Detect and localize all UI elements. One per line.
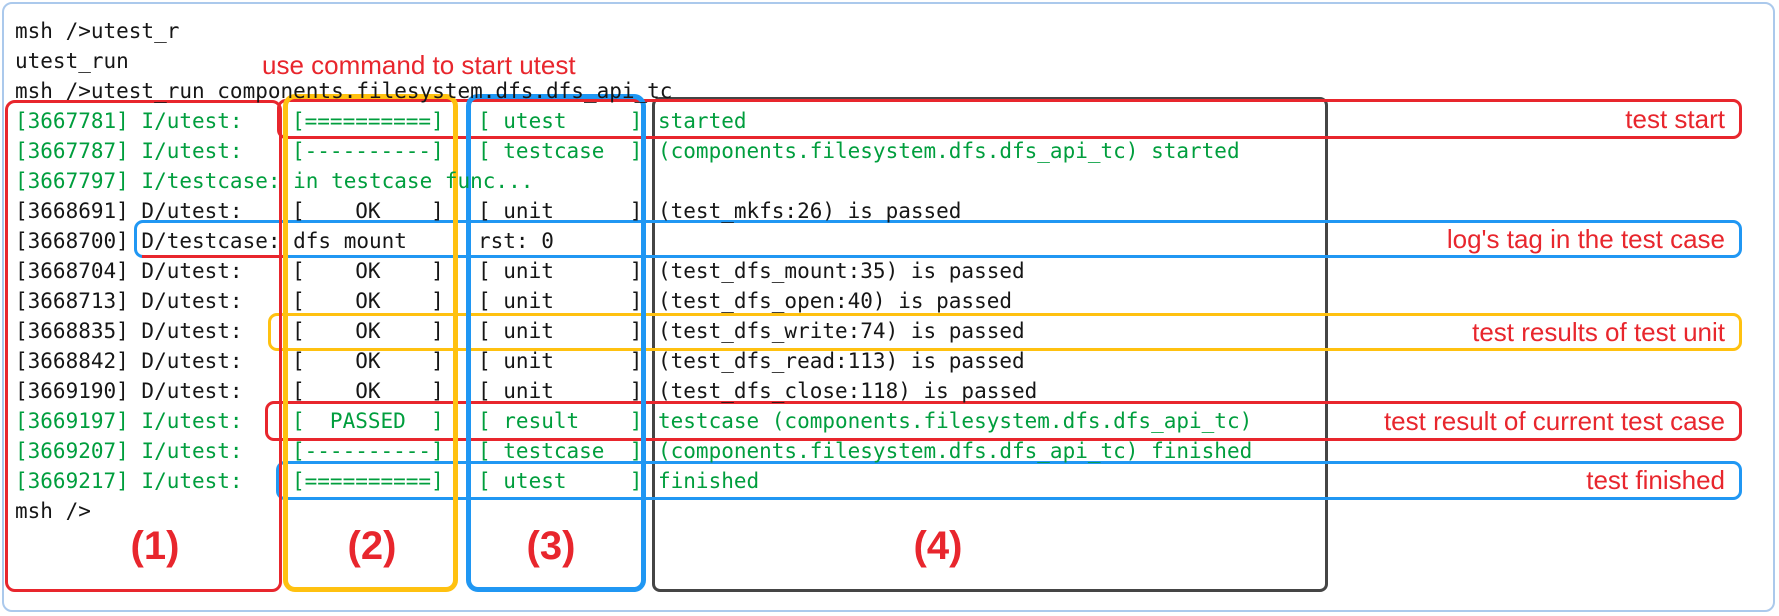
terminal-text-segment: [ utest ]: [478, 109, 643, 133]
annotation-label-test-start: test start: [1625, 103, 1725, 134]
terminal-text-segment: utest_run: [15, 49, 129, 73]
terminal-line: [3669197] I/utest: [ PASSED ] [ result ] te…: [0, 406, 1779, 436]
annotation-note-start-command: use command to start utest: [262, 50, 576, 80]
column-box-timestamp-tag: [5, 100, 282, 592]
terminal-line: [3667781] I/utest: [==========] [ utest ] s…: [0, 106, 1779, 136]
terminal-text-segment: [3667797] I/testcase: in testcase func..…: [15, 169, 534, 193]
annotation-box-log-tag: log's tag in the test case: [134, 220, 1742, 258]
terminal-line: [3669217] I/utest: [==========] [ utest ] f…: [0, 466, 1779, 496]
terminal-text-segment: [3668835] D/utest:: [15, 319, 243, 343]
terminal-text-segment: [ unit ]: [478, 349, 643, 373]
terminal-line: [3668704] D/utest: [ OK ] [ unit ] (test_df…: [0, 256, 1779, 286]
terminal-text-segment: [ unit ]: [478, 199, 643, 223]
column-number-label-3: (3): [526, 524, 576, 568]
terminal-text-segment: finished: [658, 469, 760, 493]
terminal-text-segment: [3669197] I/utest:: [15, 409, 243, 433]
terminal-text-segment: [ OK ]: [292, 289, 444, 313]
column-number-label-2: (2): [347, 524, 397, 568]
terminal-text-segment: [ unit ]: [478, 289, 643, 313]
terminal-text-segment: [3668700] D/testcase: dfs mount: [15, 229, 407, 253]
terminal-text-segment: [3669207] I/utest:: [15, 439, 243, 463]
terminal-text-segment: [----------]: [292, 139, 444, 163]
column-box-status: [283, 94, 458, 592]
terminal-text-segment: [==========]: [292, 109, 444, 133]
terminal-text-segment: [3668713] D/utest:: [15, 289, 243, 313]
terminal-line: [3667797] I/testcase: in testcase func..…: [0, 166, 1779, 196]
terminal-line: [3668713] D/utest: [ OK ] [ unit ] (test_df…: [0, 286, 1779, 316]
terminal-text-segment: [ unit ]: [478, 379, 643, 403]
column-box-message: [652, 97, 1328, 592]
terminal-text-segment: [3668691] D/utest:: [15, 199, 243, 223]
annotation-box-test-start: test start: [277, 99, 1742, 139]
annotation-label-unit-results: test results of test unit: [1472, 316, 1725, 347]
terminal-text-segment: (test_dfs_open:40) is passed: [658, 289, 1013, 313]
terminal-line: utest_run: [0, 46, 1779, 76]
terminal-line: [3668835] D/utest: [ OK ] [ unit ] (test_df…: [0, 316, 1779, 346]
column-box-log-type: [466, 94, 646, 592]
terminal-text-segment: [3669217] I/utest:: [15, 469, 243, 493]
terminal-text-segment: (test_dfs_mount:35) is passed: [658, 259, 1025, 283]
terminal-text-segment: (components.filesystem.dfs.dfs_api_tc) s…: [658, 139, 1240, 163]
column-number-label-1: (1): [130, 524, 180, 568]
terminal-text-segment: [----------]: [292, 439, 444, 463]
annotation-box-unit-results: test results of test unit: [268, 313, 1742, 351]
terminal-text-segment: [ OK ]: [292, 199, 444, 223]
terminal-text-segment: [==========]: [292, 469, 444, 493]
terminal-text-segment: [ result ]: [478, 409, 643, 433]
terminal-text-segment: [ OK ]: [292, 319, 444, 343]
terminal-line: [3667787] I/utest: [----------] [ testcase…: [0, 136, 1779, 166]
terminal-line: [3668700] D/testcase: dfs mount rst: 0: [0, 226, 1779, 256]
annotation-label-test-finished: test finished: [1586, 465, 1725, 495]
terminal-line: msh />utest_run components.filesystem.df…: [0, 76, 1779, 106]
terminal-text-segment: [3667781] I/utest:: [15, 109, 243, 133]
terminal-line: [3668842] D/utest: [ OK ] [ unit ] (test_df…: [0, 346, 1779, 376]
terminal-text-segment: [ OK ]: [292, 379, 444, 403]
terminal-line: msh />: [0, 496, 1779, 526]
column-number-label-4: (4): [913, 524, 963, 568]
terminal-text-segment: [ testcase ]: [478, 139, 643, 163]
terminal-line: msh />utest_r: [0, 16, 1779, 46]
annotation-label-log-tag: log's tag in the test case: [1446, 223, 1725, 254]
terminal-text-segment: [ unit ]: [478, 319, 643, 343]
terminal-line: [3668691] D/utest: [ OK ] [ unit ] (test_mk…: [0, 196, 1779, 226]
terminal-text-segment: [3669190] D/utest:: [15, 379, 243, 403]
terminal-text-segment: [ utest ]: [478, 469, 643, 493]
terminal-text-segment: (test_dfs_write:74) is passed: [658, 319, 1025, 343]
terminal-text-segment: [ PASSED ]: [292, 409, 444, 433]
terminal-text-segment: [ unit ]: [478, 259, 643, 283]
terminal-text-segment: (test_mkfs:26) is passed: [658, 199, 962, 223]
terminal-text-segment: testcase (components.filesystem.dfs.dfs_…: [658, 409, 1253, 433]
annotation-box-test-finished: test finished: [276, 461, 1742, 500]
red-underline-testcase-tag: [142, 255, 283, 258]
terminal-text-segment: [ testcase ]: [478, 439, 643, 463]
terminal-text-segment: [ OK ]: [292, 259, 444, 283]
annotation-label-testcase-result: test result of current test case: [1383, 405, 1725, 436]
terminal-text-segment: [ OK ]: [292, 349, 444, 373]
annotation-box-testcase-result: test result of current test case: [265, 401, 1742, 441]
terminal-text-segment: [3667787] I/utest:: [15, 139, 243, 163]
terminal-text-segment: started: [658, 109, 747, 133]
terminal-text-segment: msh />utest_r: [15, 19, 180, 43]
terminal-text-segment: rst: 0: [478, 229, 554, 253]
terminal-text-segment: (test_dfs_close:118) is passed: [658, 379, 1038, 403]
terminal-text-segment: msh />: [15, 499, 91, 523]
terminal-text-segment: (components.filesystem.dfs.dfs_api_tc) f…: [658, 439, 1253, 463]
terminal-text-segment: msh />utest_run components.filesystem.df…: [15, 79, 673, 103]
terminal-text-segment: [3668704] D/utest:: [15, 259, 243, 283]
terminal-text-segment: [3668842] D/utest:: [15, 349, 243, 373]
terminal-text-segment: (test_dfs_read:113) is passed: [658, 349, 1025, 373]
terminal-line: [3669207] I/utest: [----------] [ testcase…: [0, 436, 1779, 466]
terminal-line: [3669190] D/utest: [ OK ] [ unit ] (test_df…: [0, 376, 1779, 406]
